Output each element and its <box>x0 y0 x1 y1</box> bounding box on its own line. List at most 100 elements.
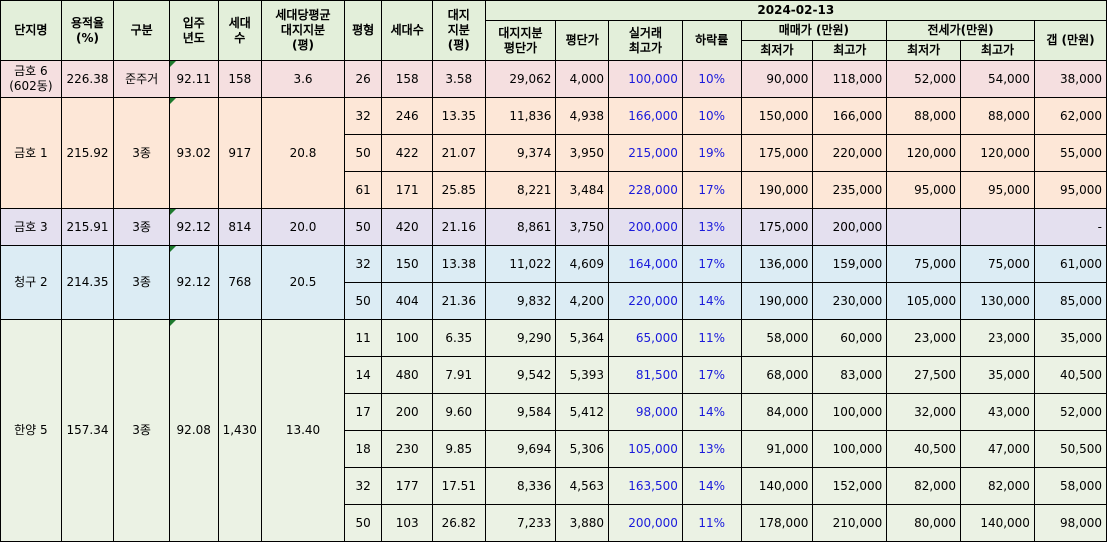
land-share-cell: 26.82 <box>431 504 486 542</box>
households-cell: 768 <box>217 245 263 320</box>
lease-min-cell: 32,000 <box>886 393 962 431</box>
type-cell: 3종 <box>113 208 170 246</box>
unit-count-cell: 422 <box>381 134 433 172</box>
sale-max-cell: 152,000 <box>812 467 888 505</box>
max-deal-cell: 81,500 <box>608 356 683 394</box>
sale-min-cell: 190,000 <box>740 171 814 209</box>
header-households: 세대 수 <box>217 0 263 61</box>
header-avg-land-share: 세대당평균 대지지분 (평) <box>261 0 345 61</box>
table-body: 금호 6 (602동) 226.38 준주거 92.11 158 3.6 26 158 3.58… <box>0 60 1107 542</box>
households-cell: 158 <box>217 60 263 98</box>
avg-land-share-cell: 20.5 <box>261 245 345 320</box>
drop-rate-cell: 14% <box>681 467 742 505</box>
gap-cell: 62,000 <box>1033 97 1107 135</box>
pyeong-cell: 50 <box>343 282 383 320</box>
unit-count-cell: 230 <box>381 430 433 468</box>
price-per-pyeong-cell: 5,306 <box>555 430 609 468</box>
land-price-cell: 8,221 <box>484 171 557 209</box>
sale-min-cell: 58,000 <box>740 319 814 357</box>
avg-land-share-cell: 20.8 <box>261 97 345 209</box>
sale-min-cell: 190,000 <box>740 282 814 320</box>
max-deal-cell: 105,000 <box>608 430 683 468</box>
land-share-cell: 3.58 <box>431 60 486 98</box>
lease-min-cell: 88,000 <box>886 97 962 135</box>
land-share-cell: 6.35 <box>431 319 486 357</box>
land-price-cell: 11,836 <box>484 97 557 135</box>
gap-cell: 98,000 <box>1033 504 1107 542</box>
land-price-cell: 9,374 <box>484 134 557 172</box>
header-sale: 매매가 (만원) <box>740 20 888 41</box>
header-lease-min: 최저가 <box>886 40 962 61</box>
complex-name-cell: 금호 1 <box>0 97 62 209</box>
sale-max-cell: 200,000 <box>812 208 888 246</box>
lease-max-cell: 88,000 <box>960 97 1035 135</box>
gap-cell: 50,500 <box>1033 430 1107 468</box>
header-drop-rate: 하락률 <box>681 20 742 61</box>
max-deal-cell: 200,000 <box>608 208 683 246</box>
drop-rate-cell: 11% <box>681 504 742 542</box>
land-price-cell: 9,290 <box>484 319 557 357</box>
pyeong-cell: 26 <box>343 60 383 98</box>
gap-cell: - <box>1033 208 1107 246</box>
land-price-cell: 9,832 <box>484 282 557 320</box>
lease-max-cell: 54,000 <box>960 60 1035 98</box>
far-cell: 214.35 <box>60 245 115 320</box>
table-row: 청구 2 214.35 3종 92.12 768 20.5 32 150 13.38 11,022… <box>0 245 1107 320</box>
max-deal-cell: 98,000 <box>608 393 683 431</box>
lease-max-cell: 82,000 <box>960 467 1035 505</box>
header-pyeong: 평형 <box>343 0 383 61</box>
sale-min-cell: 175,000 <box>740 134 814 172</box>
header-sale-max: 최고가 <box>812 40 888 61</box>
pyeong-cell: 18 <box>343 430 383 468</box>
max-deal-cell: 164,000 <box>608 245 683 283</box>
land-share-cell: 17.51 <box>431 467 486 505</box>
sale-max-cell: 100,000 <box>812 430 888 468</box>
unit-count-cell: 158 <box>381 60 433 98</box>
lease-min-cell <box>886 208 962 246</box>
lease-max-cell: 47,000 <box>960 430 1035 468</box>
land-price-cell: 8,336 <box>484 467 557 505</box>
table-row: 금호 1 215.92 3종 93.02 917 20.8 32 246 13.35 11,836… <box>0 97 1107 209</box>
price-per-pyeong-cell: 3,484 <box>555 171 609 209</box>
header-move-in: 입주 년도 <box>168 0 219 61</box>
lease-max-cell: 35,000 <box>960 356 1035 394</box>
header-row-1: 단지명 용적율 (%) 구분 입주 년도 세대 수 세대당평균 대지지분 (평)… <box>0 0 1107 61</box>
drop-rate-cell: 10% <box>681 60 742 98</box>
table-row: 50 422 21.07 9,374 3,950 215,000 19% 175,000 220… <box>0 134 1107 172</box>
sale-max-cell: 60,000 <box>812 319 888 357</box>
sale-max-cell: 210,000 <box>812 504 888 542</box>
pyeong-cell: 32 <box>343 245 383 283</box>
gap-cell: 61,000 <box>1033 245 1107 283</box>
header-max-deal: 실거래 최고가 <box>608 20 683 61</box>
pyeong-cell: 17 <box>343 393 383 431</box>
type-cell: 3종 <box>113 97 170 209</box>
land-price-cell: 7,233 <box>484 504 557 542</box>
drop-rate-cell: 14% <box>681 282 742 320</box>
unit-count-cell: 480 <box>381 356 433 394</box>
price-per-pyeong-cell: 3,880 <box>555 504 609 542</box>
max-deal-cell: 228,000 <box>608 171 683 209</box>
type-cell: 3종 <box>113 245 170 320</box>
price-per-pyeong-cell: 5,412 <box>555 393 609 431</box>
lease-max-cell: 120,000 <box>960 134 1035 172</box>
pyeong-cell: 50 <box>343 134 383 172</box>
sale-min-cell: 178,000 <box>740 504 814 542</box>
max-deal-cell: 166,000 <box>608 97 683 135</box>
price-per-pyeong-cell: 4,563 <box>555 467 609 505</box>
complex-name-cell: 청구 2 <box>0 245 62 320</box>
land-price-cell: 9,584 <box>484 393 557 431</box>
sale-min-cell: 140,000 <box>740 467 814 505</box>
lease-min-cell: 80,000 <box>886 504 962 542</box>
sale-max-cell: 159,000 <box>812 245 888 283</box>
table-row: 금호 6 (602동) 226.38 준주거 92.11 158 3.6 26 158 3.58… <box>0 60 1107 98</box>
sale-min-cell: 84,000 <box>740 393 814 431</box>
land-share-cell: 9.60 <box>431 393 486 431</box>
avg-land-share-cell: 20.0 <box>261 208 345 246</box>
far-cell: 157.34 <box>60 319 115 542</box>
max-deal-cell: 65,000 <box>608 319 683 357</box>
lease-max-cell <box>960 208 1035 246</box>
lease-max-cell: 43,000 <box>960 393 1035 431</box>
sale-min-cell: 68,000 <box>740 356 814 394</box>
sale-max-cell: 118,000 <box>812 60 888 98</box>
